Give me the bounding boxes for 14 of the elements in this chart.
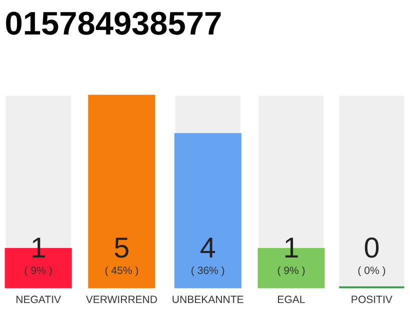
- x-tick-label: NEGATIV: [16, 294, 62, 306]
- data-label: 5: [114, 232, 130, 265]
- x-tick-label: UNBEKANNTE: [172, 294, 244, 306]
- x-tick-label: POSITIV: [350, 294, 392, 306]
- annotation: ( 36% ): [190, 264, 225, 277]
- annotation: ( 9% ): [277, 264, 306, 277]
- x-tick-label: EGAL: [277, 294, 306, 306]
- annotation: ( 9% ): [24, 264, 52, 277]
- annotation: ( 45% ): [104, 264, 139, 277]
- annotation: ( 0% ): [358, 264, 386, 277]
- chart-title: 015784938577: [4, 5, 222, 42]
- data-label: 0: [364, 232, 380, 265]
- x-tick-label: VERWIRREND: [86, 294, 158, 306]
- data-label: 4: [200, 232, 216, 265]
